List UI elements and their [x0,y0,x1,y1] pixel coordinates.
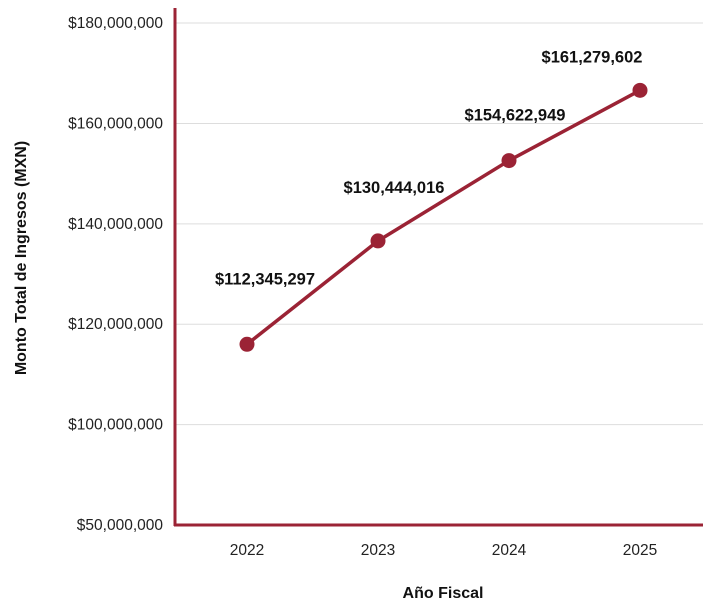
data-label: $161,279,602 [542,48,643,66]
y-tick-label: $160,000,000 [68,115,163,132]
y-axis-title: Monto Total de Ingresos (MXN) [13,141,30,375]
gridlines [175,22,703,426]
x-tick-label: 2022 [230,542,264,559]
x-tick-label: 2023 [361,542,395,559]
y-tick-label: $50,000,000 [77,517,164,534]
y-tick-label: $100,000,000 [68,417,163,434]
data-point [370,233,386,249]
x-axis-title: Año Fiscal [403,585,484,602]
data-point [501,153,517,169]
series-line [245,88,641,346]
y-tick-label: $180,000,000 [68,15,163,32]
data-label: $130,444,016 [344,179,445,197]
y-tick-label: $140,000,000 [68,216,163,233]
data-points [239,82,648,352]
data-point [632,82,648,98]
data-label: $154,622,949 [465,107,566,125]
x-tick-label: 2024 [492,542,527,559]
data-labels: $112,345,297 $130,444,016 $154,622,949 $161… [215,48,642,288]
data-point [239,336,255,352]
data-label: $112,345,297 [215,270,315,288]
x-tick-labels: 2022 2023 2024 2025 [230,542,657,559]
y-tick-label: $120,000,000 [68,316,163,333]
y-tick-labels: $180,000,000 $160,000,000 $140,000,000 $120… [68,15,163,534]
x-tick-label: 2025 [623,542,657,559]
